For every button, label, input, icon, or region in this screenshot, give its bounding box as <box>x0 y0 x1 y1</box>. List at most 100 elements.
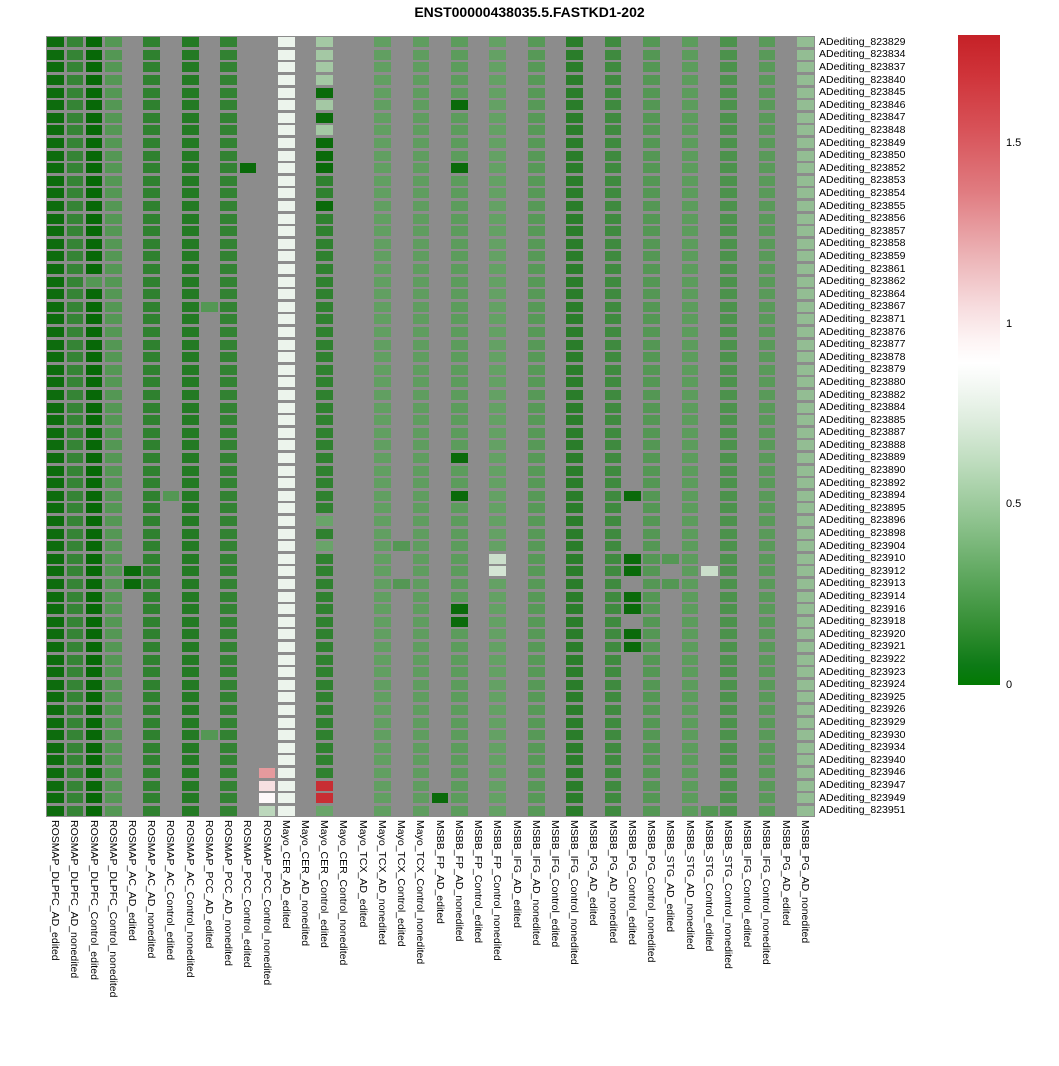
heatmap-cell-fill <box>316 264 334 275</box>
heatmap-cell <box>392 691 411 704</box>
heatmap-cell <box>719 489 738 502</box>
heatmap-cell <box>123 716 142 729</box>
heatmap-cell <box>123 729 142 742</box>
heatmap-cell-fill <box>354 478 372 489</box>
heatmap-cell <box>623 112 642 125</box>
heatmap-cell-fill <box>374 75 391 86</box>
heatmap-cell <box>238 61 257 74</box>
heatmap-cell <box>296 716 315 729</box>
heatmap-cell <box>181 112 200 125</box>
heatmap-cell <box>411 124 430 137</box>
heatmap-cell-fill <box>258 238 276 249</box>
heatmap-cell <box>219 414 238 427</box>
heatmap-cell-fill <box>393 541 410 552</box>
heatmap-cell-fill <box>47 112 64 123</box>
heatmap-cell-fill <box>393 390 410 400</box>
heatmap-cell-fill <box>797 553 814 564</box>
heatmap-cell <box>623 741 642 754</box>
heatmap-cell <box>680 86 699 99</box>
heatmap-cell <box>469 603 488 616</box>
heatmap-cell <box>719 238 738 251</box>
heatmap-cell <box>277 124 296 137</box>
heatmap-cell-fill <box>681 767 699 778</box>
heatmap-cell <box>373 641 392 654</box>
heatmap-cell-fill <box>566 37 583 48</box>
heatmap-cell <box>315 250 334 263</box>
heatmap-cell <box>680 578 699 591</box>
heatmap-cell <box>546 716 565 729</box>
heatmap-cell <box>757 225 776 238</box>
heatmap-cell <box>181 389 200 402</box>
heatmap-cell-fill <box>777 692 795 703</box>
heatmap-cell <box>507 74 526 87</box>
heatmap-cell <box>680 137 699 150</box>
heatmap-cell-fill <box>297 503 314 514</box>
heatmap-cell <box>450 137 469 150</box>
heatmap-cell-fill <box>585 62 603 73</box>
heatmap-cell-fill <box>374 339 391 350</box>
heatmap-cell-fill <box>277 515 295 526</box>
heatmap-cell-fill <box>604 175 622 186</box>
heatmap-cell-fill <box>547 679 564 690</box>
heatmap-cell-fill <box>739 163 757 174</box>
heatmap-cell <box>161 250 180 263</box>
heatmap-cell <box>142 238 161 251</box>
heatmap-cell <box>296 250 315 263</box>
heatmap-cell-fill <box>720 767 737 778</box>
heatmap-cell <box>315 263 334 276</box>
heatmap-cell-fill <box>489 138 507 149</box>
heatmap-cell <box>507 641 526 654</box>
heatmap-cell <box>623 275 642 288</box>
heatmap-cell-fill <box>470 578 487 589</box>
heatmap-cell-fill <box>720 641 737 652</box>
heatmap-cell-fill <box>547 100 564 111</box>
heatmap-cell <box>46 565 65 578</box>
heatmap-cell-fill <box>354 515 372 526</box>
heatmap-cell <box>257 552 276 565</box>
heatmap-cell <box>623 716 642 729</box>
heatmap-cell-fill <box>470 276 487 287</box>
heatmap-cell-fill <box>681 49 699 60</box>
heatmap-cell-fill <box>566 679 583 690</box>
heatmap-cell-fill <box>201 125 218 136</box>
heatmap-cell <box>719 515 738 528</box>
heatmap-cell <box>200 489 219 502</box>
heatmap-cell-fill <box>316 49 334 60</box>
heatmap-cell-fill <box>797 49 814 60</box>
heatmap-cell <box>469 137 488 150</box>
heatmap-cell-fill <box>585 616 603 627</box>
heatmap-cell-fill <box>85 188 103 199</box>
heatmap-cell-fill <box>566 465 583 476</box>
heatmap-cell <box>757 137 776 150</box>
heatmap-cell-fill <box>431 616 449 627</box>
heatmap-cell <box>257 414 276 427</box>
heatmap-cell <box>469 426 488 439</box>
heatmap-cell-fill <box>662 377 680 388</box>
heatmap-cell-fill <box>451 264 468 275</box>
heatmap-cell <box>507 86 526 99</box>
heatmap-cell-fill <box>508 37 526 48</box>
heatmap-cell-fill <box>489 150 507 161</box>
heatmap-cell <box>392 792 411 805</box>
heatmap-cell-fill <box>354 415 372 426</box>
heatmap-cell-fill <box>508 679 526 690</box>
heatmap-cell-fill <box>354 377 372 388</box>
heatmap-cell-fill <box>566 175 583 186</box>
heatmap-cell <box>238 477 257 490</box>
heatmap-cell <box>642 238 661 251</box>
heatmap-cell-fill <box>777 276 795 287</box>
heatmap-cell <box>238 238 257 251</box>
heatmap-cell <box>796 502 815 515</box>
heatmap-cell-fill <box>508 264 526 275</box>
heatmap-cell-fill <box>162 87 180 98</box>
heatmap-cell-fill <box>85 629 103 640</box>
heatmap-cell-fill <box>316 780 334 791</box>
heatmap-cell-fill <box>374 327 391 338</box>
heatmap-cell <box>219 112 238 125</box>
heatmap-cell <box>777 527 796 540</box>
heatmap-cell <box>219 502 238 515</box>
heatmap-cell <box>777 401 796 414</box>
heatmap-cell <box>65 175 84 188</box>
heatmap-cell-fill <box>681 490 699 501</box>
heatmap-cell-fill <box>239 49 257 60</box>
